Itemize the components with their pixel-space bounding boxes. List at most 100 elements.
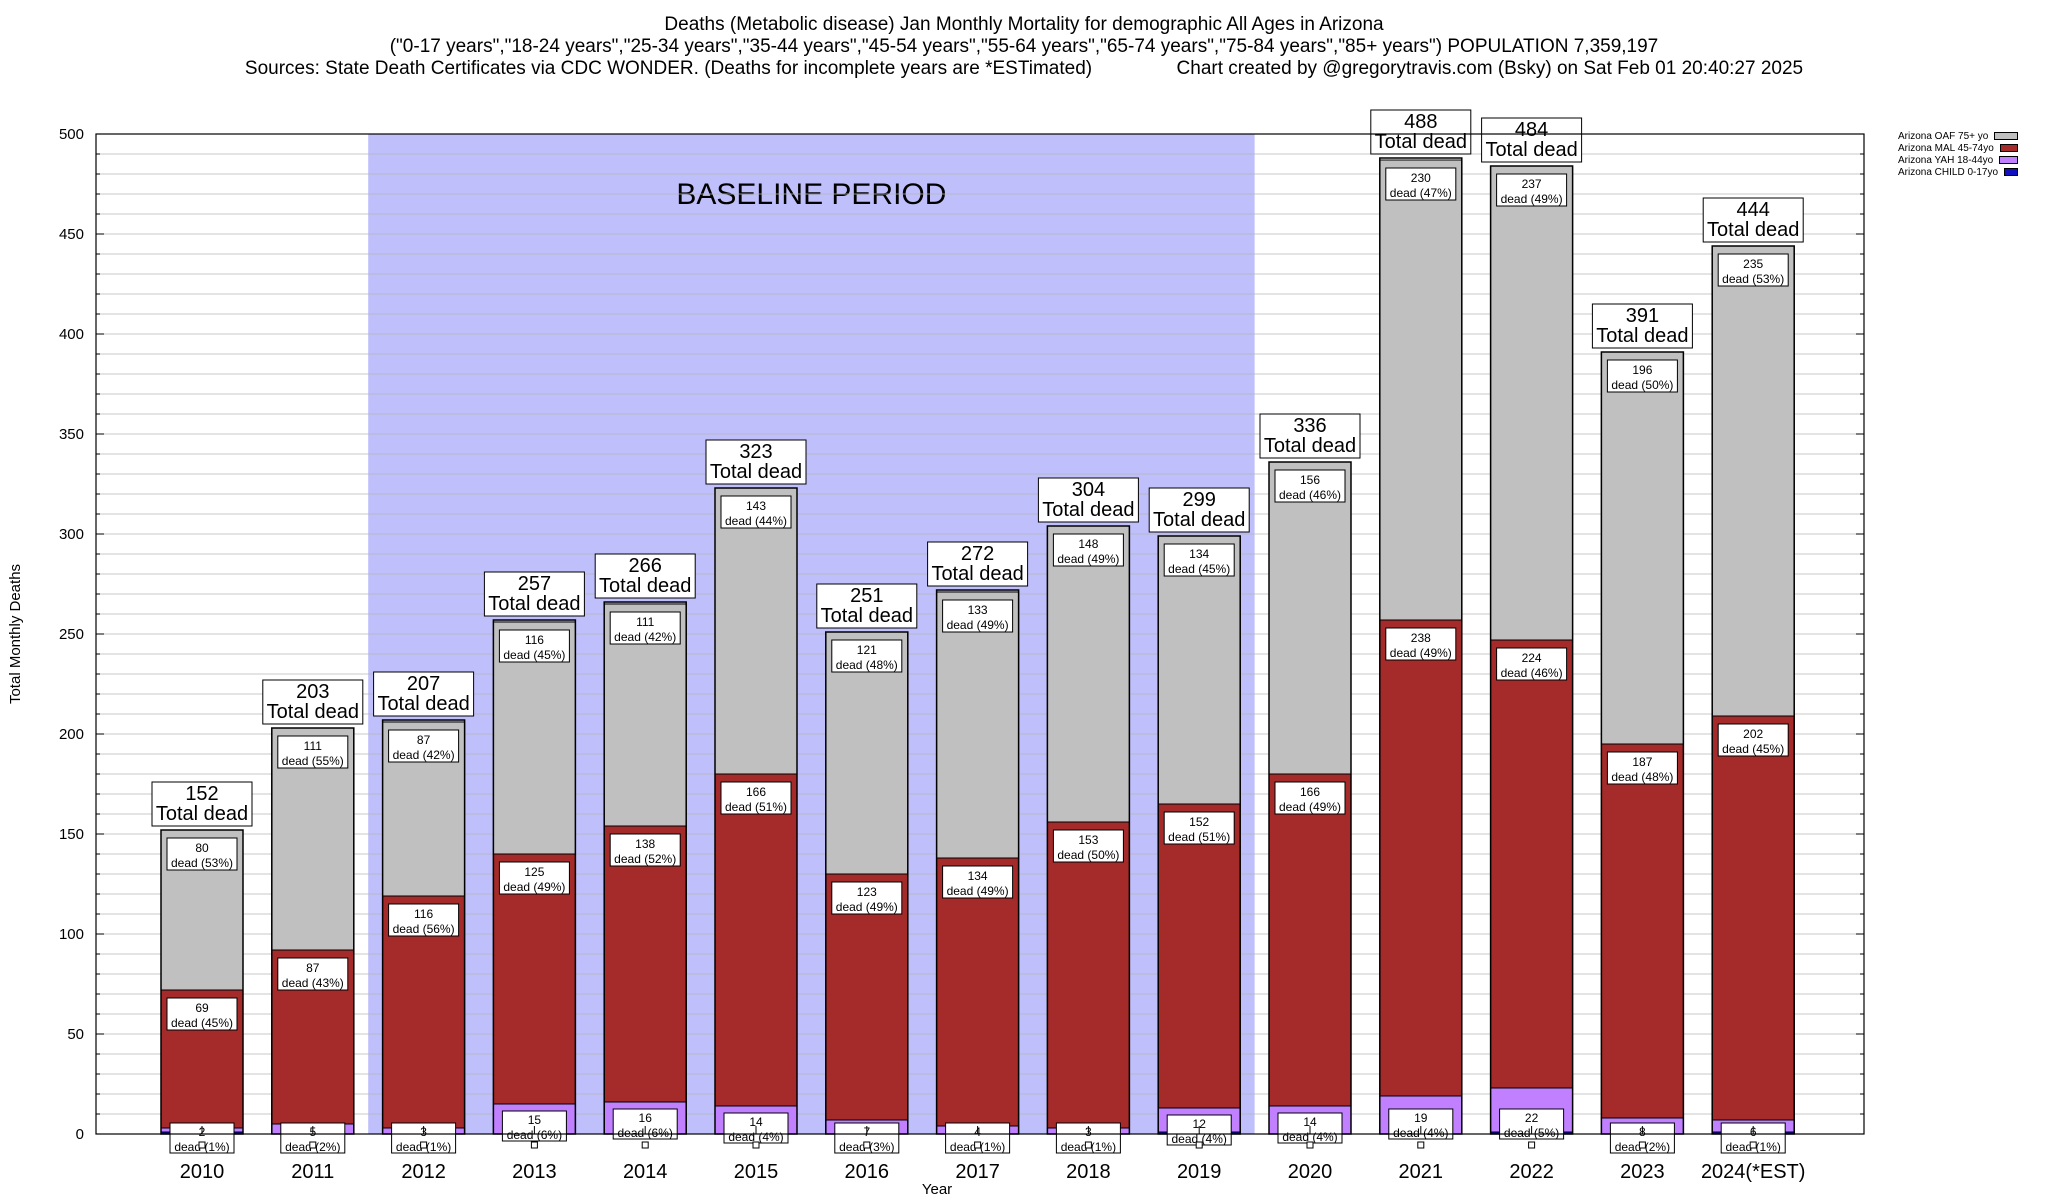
mal-label-box <box>720 781 792 815</box>
legend-item: Arizona CHILD 0-17yo <box>1898 166 2018 178</box>
total-label-box <box>151 781 253 827</box>
total-label-value: 336 <box>1293 415 1326 437</box>
total-label-box <box>1037 477 1139 523</box>
legend-swatch <box>2004 168 2018 176</box>
oaf-label-pct: dead (46%) <box>1279 488 1341 502</box>
bar-segment <box>714 487 798 775</box>
yah-label-value: 14 <box>1303 1115 1317 1129</box>
x-tick-label: 2011 <box>291 1161 334 1183</box>
total-label-value: 272 <box>961 543 994 565</box>
total-label-box <box>594 553 696 599</box>
total-label-box <box>1591 303 1693 349</box>
legend-swatch <box>1994 132 2018 140</box>
oaf-label-box <box>720 495 792 529</box>
mal-label-value: 138 <box>635 837 655 851</box>
mal-label-value: 153 <box>1078 833 1098 847</box>
total-label-box <box>1148 487 1250 533</box>
total-label-value: 203 <box>296 681 329 703</box>
mal-label-value: 166 <box>746 785 766 799</box>
oaf-label-box <box>1606 359 1678 393</box>
y-tick-label: 500 <box>59 126 84 143</box>
child-marker <box>1084 1141 1092 1149</box>
total-label-box <box>927 541 1029 587</box>
total-label-value: 484 <box>1515 119 1548 141</box>
mal-label-value: 238 <box>1411 631 1431 645</box>
legend-swatch <box>1999 156 2018 164</box>
baseline-label: BASELINE PERIOD <box>676 178 946 211</box>
child-marker <box>1638 1141 1646 1149</box>
chart-sources: Sources: State Death Certificates via CD… <box>244 58 1804 79</box>
total-label-value: 257 <box>518 573 551 595</box>
oaf-label-box <box>166 837 238 871</box>
oaf-label-pct: dead (45%) <box>1168 562 1230 576</box>
mal-label-box <box>609 833 681 867</box>
yah-label-value: 15 <box>528 1113 542 1127</box>
x-tick-label: 2024(*EST) <box>1701 1161 1806 1183</box>
oaf-label-box <box>1717 253 1789 287</box>
mal-label-box <box>1052 829 1124 863</box>
mal-label-pct: dead (49%) <box>947 884 1009 898</box>
total-label-text: Total dead <box>156 803 248 825</box>
y-tick-label: 200 <box>59 726 84 743</box>
total-label-text: Total dead <box>1153 509 1245 531</box>
chart-subtitle: ("0-17 years","18-24 years","25-34 years… <box>389 36 1659 57</box>
yah-label-value: 16 <box>639 1111 653 1125</box>
x-tick-label: 2020 <box>1288 1161 1333 1183</box>
x-tick-label: 2014 <box>623 1161 668 1183</box>
mal-label-pct: dead (51%) <box>1168 830 1230 844</box>
mal-label-box <box>1274 781 1346 815</box>
mal-label-value: 187 <box>1632 755 1652 769</box>
mal-label-box <box>942 865 1014 899</box>
mal-label-value: 166 <box>1300 785 1320 799</box>
legend-label: Arizona OAF 75+ yo <box>1898 130 1989 142</box>
mal-label-box <box>1163 811 1235 845</box>
x-tick-label: 2021 <box>1399 1161 1444 1183</box>
oaf-label-box <box>1163 543 1235 577</box>
mal-label-pct: dead (49%) <box>836 900 898 914</box>
legend-item: Arizona OAF 75+ yo <box>1898 130 2018 142</box>
chart-legend: Arizona OAF 75+ yo Arizona MAL 45-74yo Ari… <box>1898 130 2018 178</box>
total-label-box <box>373 671 475 717</box>
oaf-label-box <box>1385 167 1457 201</box>
mal-label-pct: dead (48%) <box>1611 770 1673 784</box>
mal-label-box <box>1606 751 1678 785</box>
total-label-text: Total dead <box>1264 435 1356 457</box>
total-label-text: Total dead <box>1707 219 1799 241</box>
oaf-label-pct: dead (49%) <box>1501 192 1563 206</box>
bar-segment <box>1157 803 1241 1109</box>
bar-segment <box>1600 743 1684 1119</box>
oaf-label-pct: dead (53%) <box>171 856 233 870</box>
total-label-box <box>1481 117 1583 163</box>
total-label-value: 304 <box>1072 479 1105 501</box>
oaf-label-value: 111 <box>304 739 323 753</box>
child-marker <box>752 1141 760 1149</box>
legend-label: Arizona YAH 18-44yo <box>1898 154 1994 166</box>
total-label-text: Total dead <box>1485 139 1577 161</box>
total-label-value: 251 <box>850 585 883 607</box>
oaf-label-box <box>609 611 681 645</box>
total-label-text: Total dead <box>599 575 691 597</box>
y-tick-label: 100 <box>59 926 84 943</box>
mal-label-pct: dead (45%) <box>1722 742 1784 756</box>
oaf-label-pct: dead (45%) <box>503 648 565 662</box>
oaf-label-pct: dead (50%) <box>1611 378 1673 392</box>
plot-frame <box>95 133 1865 1135</box>
yah-label-pct: dead (6%) <box>507 1128 562 1142</box>
mal-label-pct: dead (49%) <box>1279 800 1341 814</box>
oaf-label-box <box>498 629 570 663</box>
total-label-box <box>1259 413 1361 459</box>
mal-label-box <box>166 997 238 1031</box>
y-tick-label: 250 <box>59 626 84 643</box>
bar-segment <box>1268 461 1352 775</box>
yah-label-value: 14 <box>749 1115 763 1129</box>
child-marker <box>1749 1141 1757 1149</box>
bar-segment <box>1379 619 1463 1097</box>
oaf-label-box <box>388 729 460 763</box>
total-label-value: 152 <box>185 783 218 805</box>
y-tick-label: 300 <box>59 526 84 543</box>
child-marker <box>1195 1141 1203 1149</box>
bar-segment <box>1490 639 1574 1089</box>
child-marker <box>974 1141 982 1149</box>
legend-swatch <box>1999 144 2018 152</box>
